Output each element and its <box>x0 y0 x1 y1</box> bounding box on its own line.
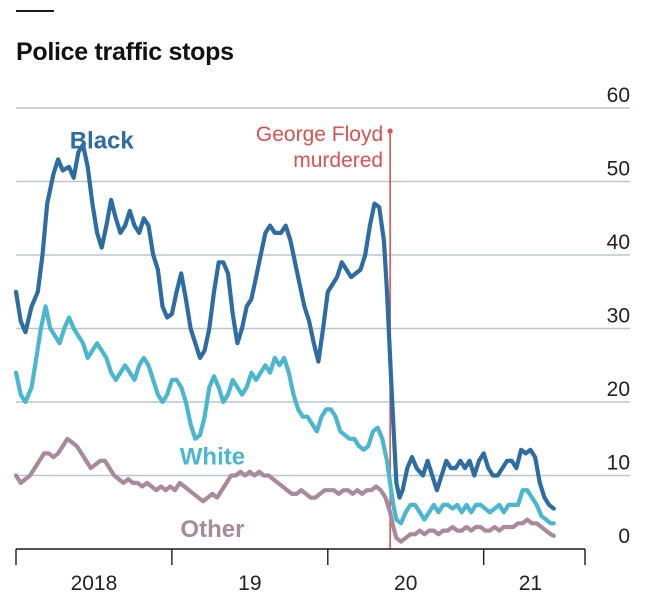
y-tick-label-60: 60 <box>607 84 630 107</box>
series-line-white <box>13 304 556 526</box>
chart-title: Police traffic stops <box>16 38 234 66</box>
series-label-other: Other <box>180 516 244 543</box>
annotation-layer: George Floyd murdered <box>256 123 393 549</box>
y-tick-label-50: 50 <box>607 158 630 181</box>
series-label-white: White <box>180 443 245 470</box>
x-tick-label-2018: 2018 <box>71 572 118 595</box>
y-tick-label-20: 20 <box>607 378 630 401</box>
x-tick-label-21: 21 <box>519 572 542 595</box>
annotation-label-1: George Floyd <box>256 123 383 146</box>
x-tick-label-19: 19 <box>238 572 261 595</box>
axis-layer: 0 10 20 30 40 50 60 2018 19 20 21 <box>15 84 630 595</box>
series-label-black: Black <box>70 127 135 154</box>
title-rule <box>16 10 54 12</box>
annotation-marker <box>387 128 393 134</box>
y-tick-label-10: 10 <box>607 452 630 475</box>
y-tick-label-0: 0 <box>618 525 630 548</box>
annotation-label-2: murdered <box>293 149 383 172</box>
y-tick-label-40: 40 <box>607 231 630 254</box>
y-tick-label-30: 30 <box>607 305 630 328</box>
series-line-other <box>13 436 556 544</box>
x-tick-label-20: 20 <box>394 572 417 595</box>
series-line-black <box>13 142 556 511</box>
grid-layer <box>16 107 630 477</box>
series-layer: Black White Other <box>13 127 556 544</box>
